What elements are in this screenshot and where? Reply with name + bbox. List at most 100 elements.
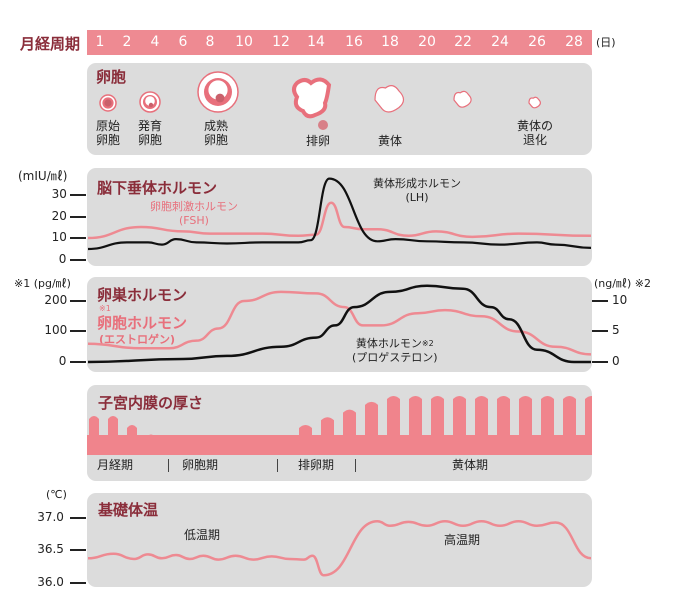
bbt.ticks-tick-label: 36.5 xyxy=(37,542,64,556)
endometrium-fold xyxy=(585,396,592,455)
ovarian.right_ticks-tick-mark xyxy=(592,300,608,302)
day-20: 20 xyxy=(418,34,436,50)
bbt.ticks-tick-mark xyxy=(70,549,86,551)
follicle-stage-label: 黄体 xyxy=(374,134,406,148)
progesterone-curve xyxy=(87,284,591,364)
ovarian.left_ticks-tick-label: 0 xyxy=(58,354,67,368)
endometrium-fold xyxy=(453,396,466,455)
follicle-stage-2-icon xyxy=(197,71,239,113)
lh-abbr: (LH) xyxy=(405,191,429,204)
endometrium-thickness-illustration xyxy=(87,396,592,455)
endometrium-title: 子宮内膜の厚さ xyxy=(98,394,204,412)
fsh-label: 卵胞刺激ホルモン (FSH) xyxy=(150,200,238,228)
fsh-name: 卵胞刺激ホルモン xyxy=(150,200,238,213)
day-18: 18 xyxy=(381,34,399,50)
endometrium-fold xyxy=(321,417,334,455)
bbt.ticks-tick-label: 36.0 xyxy=(37,575,64,589)
stage-label-line1: 原始 xyxy=(95,119,120,133)
phase-divider xyxy=(168,459,169,472)
estrogen-label: 卵胞ホルモン xyxy=(97,314,188,332)
endometrium-fold xyxy=(475,396,488,455)
estrogen-sub: (エストロゲン) xyxy=(99,333,176,346)
follicle-stage-1-icon xyxy=(139,91,161,113)
day-28: 28 xyxy=(565,34,583,50)
bbt-unit: (℃) xyxy=(46,488,67,501)
day-24: 24 xyxy=(491,34,509,50)
endometrium-fold xyxy=(146,434,156,455)
pituitary.ticks-tick-mark xyxy=(70,216,86,218)
follicle-stage-6-icon xyxy=(528,96,541,109)
progesterone-sub: (プロゲステロン) xyxy=(352,351,438,364)
follicle-stage-0-icon xyxy=(99,94,117,112)
ovarian.right_ticks-tick-mark xyxy=(592,361,608,363)
day-6: 6 xyxy=(178,34,188,50)
progesterone-name: 黄体ホルモン xyxy=(355,337,422,350)
day-10: 10 xyxy=(235,34,253,50)
day-14: 14 xyxy=(307,34,325,50)
phase-label-0: 月経期 xyxy=(96,458,133,472)
stage-label-line2: 卵胞 xyxy=(95,133,120,147)
left-unit: ※1 (pg/㎖) xyxy=(14,277,71,290)
pituitary.ticks-tick-label: 0 xyxy=(58,252,67,266)
phase-divider xyxy=(355,459,356,472)
day-unit: (日) xyxy=(596,36,616,49)
ovarian.left_ticks-tick-mark xyxy=(70,300,86,302)
bbt-curve xyxy=(87,520,592,577)
ovarian.left_ticks-tick-mark xyxy=(70,361,86,363)
endometrium-fold xyxy=(89,416,99,455)
endometrium-fold xyxy=(497,396,510,455)
progesterone-label: 黄体ホルモン※2 (プロゲステロン) xyxy=(352,337,438,365)
low-temp-label: 低温期 xyxy=(184,528,221,542)
stage-label-line1: 発育 xyxy=(137,119,162,133)
lh-curve xyxy=(87,177,592,251)
ovarian.left_ticks-tick-label: 100 xyxy=(44,323,68,337)
follicle-title: 卵胞 xyxy=(96,68,127,86)
fsh-curve xyxy=(87,201,592,240)
endometrium-fold xyxy=(127,425,137,455)
phase-label-3: 黄体期 xyxy=(451,458,488,472)
endometrium-fold xyxy=(431,396,444,455)
stage-label-line1: 黄体の xyxy=(516,119,553,133)
follicle-stage-label: 発育 卵胞 xyxy=(134,119,166,147)
stage-label-line1: 黄体 xyxy=(377,134,402,148)
ovarian.right_ticks-tick-mark xyxy=(592,330,608,332)
phase-label-2: 排卵期 xyxy=(297,458,334,472)
lh-label: 黄体形成ホルモン (LH) xyxy=(373,177,461,205)
day-16: 16 xyxy=(345,34,363,50)
phase-divider xyxy=(277,459,278,472)
stage-label-line2: 卵胞 xyxy=(203,133,228,147)
stage-label-line1: 成熟 xyxy=(203,119,228,133)
endometrium-fold xyxy=(232,446,293,455)
fsh-abbr: (FSH) xyxy=(179,214,209,227)
endometrium-fold xyxy=(563,396,576,455)
bbt-panel xyxy=(87,493,592,587)
endometrium-fold xyxy=(365,401,378,455)
endometrium-fold xyxy=(519,396,532,455)
ovarian.right_ticks-tick-label: 0 xyxy=(612,354,620,368)
ovarian.right_ticks-tick-label: 5 xyxy=(612,323,620,337)
phase-label-1: 卵胞期 xyxy=(181,458,218,472)
follicle-stage-label: 成熟 卵胞 xyxy=(200,119,232,147)
day-1: 1 xyxy=(95,34,105,50)
endometrium-fold xyxy=(387,396,400,455)
day-2: 2 xyxy=(122,34,132,50)
follicle-stage-label: 黄体の 退化 xyxy=(513,119,557,147)
endometrium-fold xyxy=(299,425,312,455)
bbt.ticks-tick-mark xyxy=(70,582,86,584)
progesterone-note: ※2 xyxy=(421,339,434,348)
right-unit: (ng/㎖) ※2 xyxy=(594,277,651,290)
follicle-stage-label: 原始 卵胞 xyxy=(92,119,124,147)
bbt-title: 基礎体温 xyxy=(98,501,159,519)
endometrium-fold xyxy=(165,444,226,455)
follicle-panel xyxy=(87,63,592,155)
endometrium-fold xyxy=(409,396,422,455)
follicle-stage-4-icon xyxy=(374,85,405,113)
ovarian.left_ticks-tick-mark xyxy=(70,330,86,332)
day-8: 8 xyxy=(205,34,215,50)
day-22: 22 xyxy=(454,34,472,50)
pituitary-unit: (mIU/㎖) xyxy=(18,169,68,183)
pituitary-title: 脳下垂体ホルモン xyxy=(97,179,218,197)
